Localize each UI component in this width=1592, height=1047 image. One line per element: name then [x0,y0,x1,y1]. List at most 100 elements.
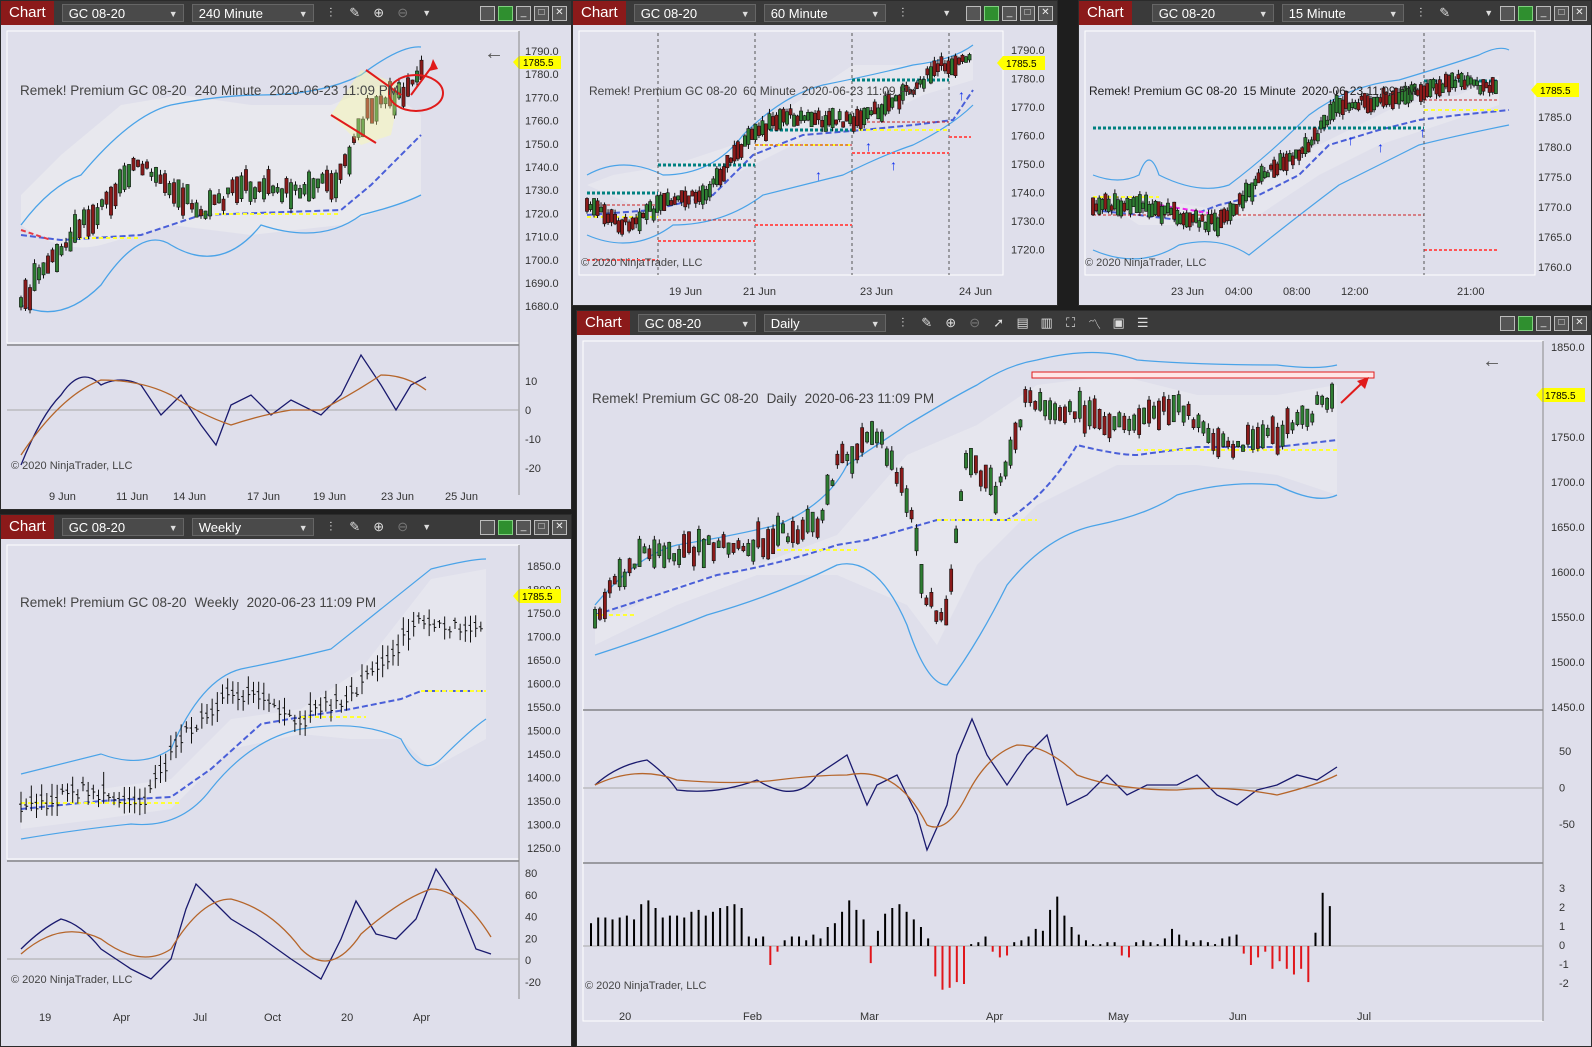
chart-canvas[interactable]: ↑ ↑ ↑ Remek! Premium GC 08-20 15 Minute 2020… [1079,25,1592,306]
instrument-link-button[interactable] [984,5,999,21]
zoom-in-icon[interactable]: ⊕ [373,519,385,534]
pencil-icon[interactable]: ✎ [1439,5,1451,20]
more-tools-icon[interactable]: ▼ [422,8,432,18]
chart-menu-button[interactable]: Chart [1079,1,1132,25]
interval-selector[interactable]: 15 Minute ▼ [1281,4,1404,22]
zoom-out-icon[interactable]: ⊖ [397,5,409,20]
link-button[interactable] [1500,315,1515,331]
price-axis[interactable]: 1790.0 1780.0 1770.0 1760.0 1750.0 1740.0 1730… [525,46,559,313]
link-button[interactable] [1500,5,1515,21]
instrument-selector[interactable]: GC 08-20 ▼ [61,518,184,536]
instrument-selector[interactable]: GC 08-20 ▼ [637,314,756,332]
zoom-out-icon[interactable]: ⊖ [969,315,981,330]
chart-menu-button[interactable]: Chart [1,1,54,25]
maximize-button[interactable]: □ [534,5,549,21]
link-button[interactable] [480,5,495,21]
close-button[interactable]: ✕ [1572,315,1587,331]
instrument-link-button[interactable] [498,5,513,21]
price-axis[interactable]: 1850.01800.01750.01700.01650.01600.01550… [527,561,561,855]
instrument-selector[interactable]: GC 08-20 ▼ [1151,4,1274,22]
candle-body [352,136,356,143]
bars-icon[interactable]: ⫶ [901,5,905,20]
instrument-selector[interactable]: GC 08-20 ▼ [633,4,756,22]
pencil-icon[interactable]: ✎ [349,519,361,534]
candle-body [919,564,924,594]
candle-body [845,454,850,461]
instrument-selector[interactable]: GC 08-20 ▼ [61,4,184,22]
chevron-down-icon: ▼ [1388,9,1398,19]
maximize-button[interactable]: □ [534,519,549,535]
chart-canvas[interactable]: ↑ ↑ ↑ ↑ Remek! Premium GC 08-20 60 Minute 202… [573,25,1058,306]
list-icon[interactable]: ☰ [1136,315,1149,330]
date-axis[interactable]: 9 Jun 11 Jun 14 Jun 17 Jun 19 Jun 23 Jun 25 Ju… [49,491,478,503]
price-axis[interactable]: 1790.0 1780.0 1770.0 1760.0 1750.0 1740.0 1730… [1011,45,1045,257]
date-axis[interactable]: 19 Apr Jul Oct 20 Apr [39,1012,430,1024]
price-axis[interactable]: 1790.01785.01780.01775.01770.01765.01760… [1538,82,1572,274]
candle-body [1162,205,1167,215]
chart-canvas[interactable]: Remek! Premium GC 08-20 Weekly 2020-06-23 … [1,539,572,1047]
link-button[interactable] [480,519,495,535]
interval-selector[interactable]: 240 Minute ▼ [191,4,314,22]
candle-body [406,77,410,97]
more-tools-icon[interactable]: ▼ [942,8,952,18]
close-button[interactable]: ✕ [1038,5,1053,21]
interval-selector[interactable]: Daily ▼ [763,314,886,332]
pencil-icon[interactable]: ✎ [921,315,933,330]
date-axis[interactable]: 23 Jun 04:00 08:00 12:00 21:00 [1171,286,1485,298]
instrument-link-button[interactable] [1518,315,1533,331]
link-button[interactable] [966,5,981,21]
chart-menu-button[interactable]: Chart [1,515,54,539]
zoom-out-icon[interactable]: ⊖ [397,519,409,534]
close-button[interactable]: ✕ [1572,5,1587,21]
date-axis[interactable]: 19 Jun 21 Jun 23 Jun 24 Jun [669,286,992,298]
bars-icon[interactable]: ⫶ [901,315,905,330]
interval-selector[interactable]: 60 Minute ▼ [763,4,886,22]
oscillator-axis: 50 0 -50 [1559,746,1575,831]
minimize-button[interactable]: _ [1536,315,1551,331]
candle-body [837,111,842,120]
date-axis[interactable]: 20 Feb Mar Apr May Jun Jul [619,1011,1371,1023]
pointer-icon[interactable]: ➚ [993,315,1005,330]
candle-body [662,545,667,568]
chart-menu-button[interactable]: Chart [573,1,626,25]
candle-body [1058,407,1062,421]
chart-canvas[interactable]: Remek! Premium GC 08-20 Daily 2020-06-23 1… [577,335,1592,1047]
chart-canvas[interactable]: Remek! Premium GC 08-20 240 Minute 2020-06… [1,25,572,510]
instrument-link-button[interactable] [498,519,513,535]
interval-selector[interactable]: Weekly ▼ [191,518,314,536]
candle-body [410,79,415,85]
back-arrow-icon[interactable]: ← [484,42,504,64]
candle-body [311,178,316,199]
bars-icon[interactable]: ⫶ [329,5,333,20]
back-arrow-icon[interactable]: ← [1482,350,1502,372]
screenshot-icon[interactable]: ⛶ [1066,315,1076,330]
maximize-button[interactable]: □ [1554,5,1569,21]
pencil-icon[interactable]: ✎ [349,5,361,20]
zoom-in-icon[interactable]: ⊕ [945,315,957,330]
minimize-button[interactable]: _ [516,5,531,21]
minimize-button[interactable]: _ [1536,5,1551,21]
bars-icon[interactable]: ⫶ [1419,5,1423,20]
chart-menu-button[interactable]: Chart [577,311,630,335]
close-button[interactable]: ✕ [552,5,567,21]
strategies-icon[interactable]: ▣ [1112,315,1125,330]
zoom-in-icon[interactable]: ⊕ [373,5,385,20]
instrument-link-button[interactable] [1518,5,1533,21]
chart-title-timestamp: 2020-06-23 11:09 PM [1302,84,1417,98]
price-tick: 1770.0 [1011,102,1045,114]
bars-icon[interactable]: ⫶ [329,519,333,534]
minimize-button[interactable]: _ [516,519,531,535]
indicators-icon[interactable]: 〽 [1088,316,1102,332]
candle-body [1116,199,1120,216]
properties-icon[interactable]: ▥ [1040,315,1053,330]
close-button[interactable]: ✕ [552,519,567,535]
more-tools-icon[interactable]: ▼ [1484,8,1494,18]
data-box-icon[interactable]: ▤ [1016,315,1029,330]
minimize-button[interactable]: _ [1002,5,1017,21]
candle-body [883,95,888,115]
candle-body [1137,408,1142,435]
histogram-tick: 2 [1559,902,1565,914]
more-tools-icon[interactable]: ▼ [422,522,432,532]
maximize-button[interactable]: □ [1554,315,1569,331]
maximize-button[interactable]: □ [1020,5,1035,21]
